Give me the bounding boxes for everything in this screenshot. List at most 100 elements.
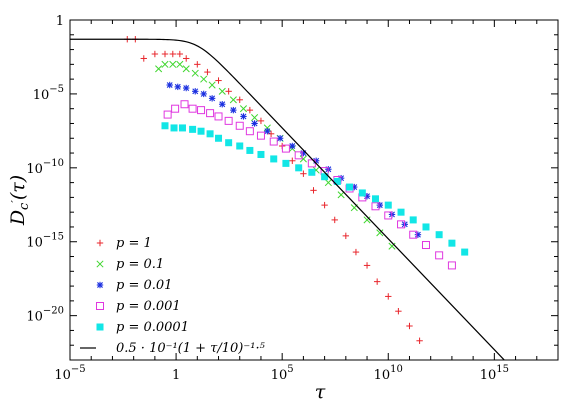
x-tick-label: 1 bbox=[172, 368, 180, 383]
series-group bbox=[70, 36, 506, 360]
data-point bbox=[169, 50, 177, 58]
x-tick-label: 105 bbox=[271, 364, 294, 383]
plot-area bbox=[70, 36, 506, 360]
data-point bbox=[161, 60, 169, 68]
data-point bbox=[414, 231, 422, 238]
data-point bbox=[183, 84, 190, 92]
data-point bbox=[161, 122, 169, 130]
data-point bbox=[246, 146, 254, 154]
data-point bbox=[282, 159, 290, 167]
x-tick-label: 1015 bbox=[480, 364, 509, 383]
data-point bbox=[358, 189, 366, 197]
data-point bbox=[218, 87, 226, 95]
data-point bbox=[447, 261, 456, 270]
data-point bbox=[256, 131, 265, 140]
data-point bbox=[197, 127, 205, 135]
data-point bbox=[200, 90, 207, 98]
data-point bbox=[371, 202, 380, 211]
data-point bbox=[219, 101, 226, 108]
legend-marker bbox=[96, 239, 104, 247]
data-point bbox=[263, 124, 271, 132]
data-point bbox=[230, 106, 237, 114]
data-point bbox=[239, 105, 248, 113]
data-point bbox=[169, 60, 177, 68]
data-point bbox=[225, 139, 233, 147]
data-point bbox=[206, 109, 215, 118]
data-point bbox=[191, 69, 199, 77]
series-4 bbox=[161, 122, 469, 256]
data-point bbox=[257, 150, 265, 158]
data-point bbox=[269, 137, 278, 146]
data-point bbox=[189, 125, 197, 133]
data-point bbox=[200, 75, 208, 83]
y-tick-label: 10−20 bbox=[26, 306, 64, 325]
data-point bbox=[333, 177, 341, 185]
data-point bbox=[461, 248, 469, 256]
data-point bbox=[251, 114, 259, 122]
data-point bbox=[422, 223, 430, 231]
legend-label: 0.5 · 10⁻¹(1 + τ/10)⁻¹·⁵ bbox=[116, 341, 266, 356]
data-point bbox=[376, 201, 384, 209]
data-point bbox=[289, 142, 296, 150]
data-point bbox=[342, 232, 350, 240]
y-tick-label: 10−5 bbox=[33, 84, 64, 103]
data-point bbox=[229, 96, 237, 104]
data-point bbox=[236, 142, 244, 150]
data-point bbox=[170, 124, 178, 132]
x-tick-label: 1010 bbox=[374, 364, 403, 383]
data-point bbox=[373, 278, 381, 285]
data-point bbox=[264, 128, 271, 135]
data-point bbox=[155, 65, 163, 73]
y-tick-label: 1 bbox=[56, 14, 64, 29]
legend-label: p = 0.1 bbox=[116, 257, 164, 272]
data-point bbox=[206, 130, 214, 138]
data-point bbox=[215, 134, 223, 142]
data-point bbox=[178, 124, 186, 132]
data-point bbox=[395, 308, 402, 315]
data-point bbox=[371, 195, 379, 203]
data-point bbox=[324, 179, 332, 187]
data-point bbox=[308, 168, 316, 176]
data-point bbox=[409, 230, 418, 239]
data-point bbox=[397, 208, 405, 216]
series-3 bbox=[163, 100, 456, 270]
legend-marker bbox=[96, 281, 104, 289]
data-point bbox=[214, 112, 223, 121]
data-point bbox=[182, 65, 190, 73]
data-point bbox=[240, 113, 247, 120]
data-point bbox=[163, 110, 172, 119]
data-point bbox=[331, 216, 338, 224]
data-point bbox=[276, 135, 284, 142]
data-point bbox=[204, 68, 211, 76]
data-point bbox=[406, 322, 413, 330]
data-point bbox=[299, 155, 307, 163]
legend-marker bbox=[96, 260, 104, 268]
data-point bbox=[397, 220, 406, 229]
data-point bbox=[235, 121, 244, 130]
legend-label: p = 0.0001 bbox=[116, 320, 189, 335]
data-point bbox=[384, 211, 393, 220]
data-point bbox=[208, 95, 216, 102]
data-point bbox=[294, 151, 303, 160]
data-point bbox=[267, 130, 275, 138]
axes: 10−5 1 105 1010 1015 1 10−5 10−10 10−15 10−20 bbox=[26, 14, 559, 383]
data-point bbox=[289, 157, 296, 164]
data-point bbox=[310, 187, 317, 194]
data-point bbox=[388, 242, 396, 250]
legend-label: p = 0.01 bbox=[116, 278, 172, 293]
data-point bbox=[346, 183, 354, 191]
data-point bbox=[257, 117, 265, 125]
data-point bbox=[435, 231, 443, 239]
data-point bbox=[225, 88, 232, 95]
data-point bbox=[188, 104, 197, 113]
data-point bbox=[224, 116, 233, 125]
data-point bbox=[236, 96, 243, 103]
data-point bbox=[435, 251, 444, 260]
data-point bbox=[192, 88, 199, 95]
y-axis-label: Dc′(τ) bbox=[7, 175, 32, 226]
data-point bbox=[363, 262, 371, 269]
series-0 bbox=[124, 36, 423, 344]
legend-marker bbox=[96, 323, 104, 331]
data-point bbox=[385, 293, 392, 300]
